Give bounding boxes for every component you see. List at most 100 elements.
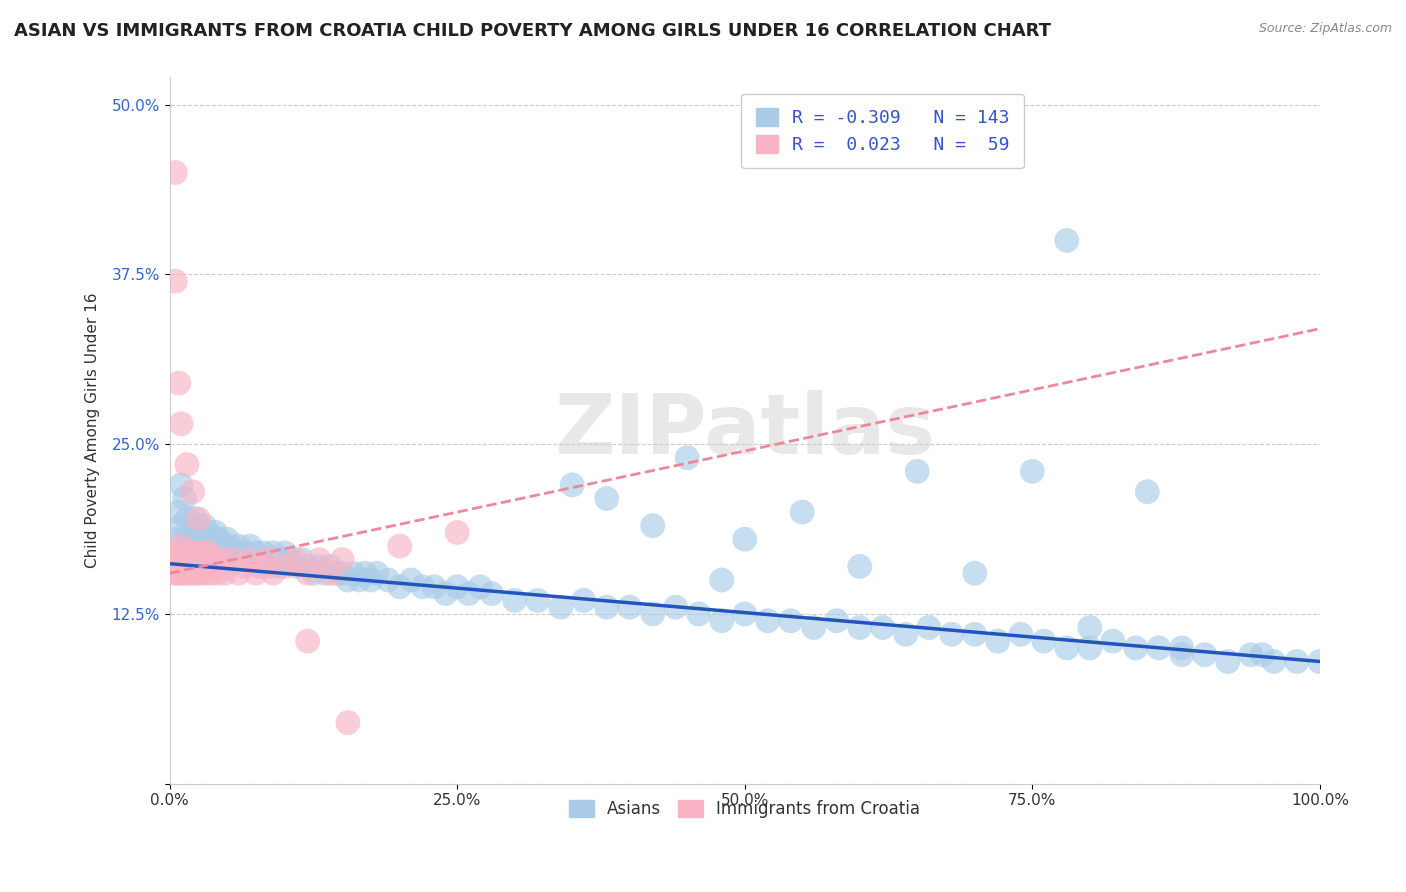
Point bbox=[239, 539, 262, 553]
Point bbox=[197, 525, 219, 540]
Point bbox=[941, 627, 963, 641]
Point bbox=[187, 525, 209, 540]
Point bbox=[457, 586, 479, 600]
Point bbox=[792, 505, 814, 519]
Point bbox=[209, 552, 232, 566]
Point bbox=[360, 573, 382, 587]
Point bbox=[388, 539, 411, 553]
Point bbox=[314, 566, 336, 581]
Point bbox=[1147, 640, 1170, 655]
Point bbox=[176, 539, 198, 553]
Point bbox=[173, 491, 195, 506]
Point bbox=[1078, 640, 1101, 655]
Text: Source: ZipAtlas.com: Source: ZipAtlas.com bbox=[1258, 22, 1392, 36]
Point bbox=[228, 566, 250, 581]
Text: ZIPatlas: ZIPatlas bbox=[554, 390, 935, 471]
Point bbox=[177, 552, 200, 566]
Point bbox=[330, 566, 353, 581]
Point bbox=[503, 593, 526, 607]
Point bbox=[260, 552, 283, 566]
Point bbox=[308, 559, 330, 574]
Point bbox=[734, 533, 756, 547]
Point bbox=[1056, 234, 1078, 248]
Point bbox=[197, 546, 219, 560]
Point bbox=[596, 600, 619, 615]
Point bbox=[233, 559, 256, 574]
Point bbox=[202, 552, 225, 566]
Point bbox=[200, 559, 222, 574]
Point bbox=[179, 559, 201, 574]
Point bbox=[366, 566, 388, 581]
Point bbox=[198, 559, 221, 574]
Point bbox=[179, 525, 201, 540]
Point bbox=[187, 512, 209, 526]
Point bbox=[195, 533, 218, 547]
Point bbox=[779, 614, 801, 628]
Point bbox=[1251, 648, 1274, 662]
Point bbox=[336, 573, 359, 587]
Point bbox=[245, 546, 267, 560]
Point bbox=[1010, 627, 1032, 641]
Point bbox=[285, 559, 308, 574]
Point bbox=[271, 552, 294, 566]
Point bbox=[256, 552, 278, 566]
Point bbox=[162, 559, 184, 574]
Point bbox=[172, 533, 194, 547]
Point bbox=[183, 566, 205, 581]
Point bbox=[848, 621, 870, 635]
Point bbox=[208, 533, 231, 547]
Point bbox=[170, 417, 193, 431]
Point bbox=[481, 586, 503, 600]
Point bbox=[1263, 655, 1285, 669]
Point bbox=[209, 552, 232, 566]
Point bbox=[176, 512, 198, 526]
Point bbox=[214, 566, 236, 581]
Point bbox=[1032, 634, 1054, 648]
Point bbox=[354, 566, 377, 581]
Point bbox=[191, 533, 214, 547]
Point bbox=[195, 566, 218, 581]
Legend: Asians, Immigrants from Croatia: Asians, Immigrants from Croatia bbox=[562, 793, 927, 825]
Point bbox=[245, 566, 267, 581]
Point bbox=[183, 533, 205, 547]
Point bbox=[423, 580, 446, 594]
Point bbox=[688, 607, 710, 621]
Point bbox=[165, 274, 187, 288]
Point bbox=[176, 559, 198, 574]
Point bbox=[181, 518, 204, 533]
Point bbox=[179, 566, 201, 581]
Point bbox=[179, 559, 201, 574]
Point bbox=[1136, 484, 1159, 499]
Point bbox=[256, 559, 278, 574]
Point bbox=[217, 533, 239, 547]
Point bbox=[641, 518, 664, 533]
Point bbox=[222, 552, 245, 566]
Point bbox=[267, 559, 290, 574]
Point bbox=[285, 552, 308, 566]
Point bbox=[330, 552, 353, 566]
Point bbox=[572, 593, 595, 607]
Point bbox=[377, 573, 399, 587]
Point bbox=[349, 573, 371, 587]
Point bbox=[526, 593, 548, 607]
Point bbox=[905, 464, 928, 478]
Point bbox=[412, 580, 434, 594]
Point bbox=[217, 552, 239, 566]
Point bbox=[1216, 655, 1239, 669]
Point bbox=[336, 715, 359, 730]
Point bbox=[166, 505, 188, 519]
Point bbox=[253, 546, 276, 560]
Point bbox=[217, 559, 239, 574]
Point bbox=[184, 559, 207, 574]
Point bbox=[222, 546, 245, 560]
Point bbox=[176, 458, 198, 472]
Point bbox=[167, 552, 190, 566]
Point bbox=[388, 580, 411, 594]
Point bbox=[193, 539, 215, 553]
Point bbox=[176, 566, 198, 581]
Point bbox=[297, 634, 319, 648]
Point bbox=[1240, 648, 1263, 662]
Point bbox=[193, 518, 215, 533]
Point bbox=[218, 539, 240, 553]
Point bbox=[308, 552, 330, 566]
